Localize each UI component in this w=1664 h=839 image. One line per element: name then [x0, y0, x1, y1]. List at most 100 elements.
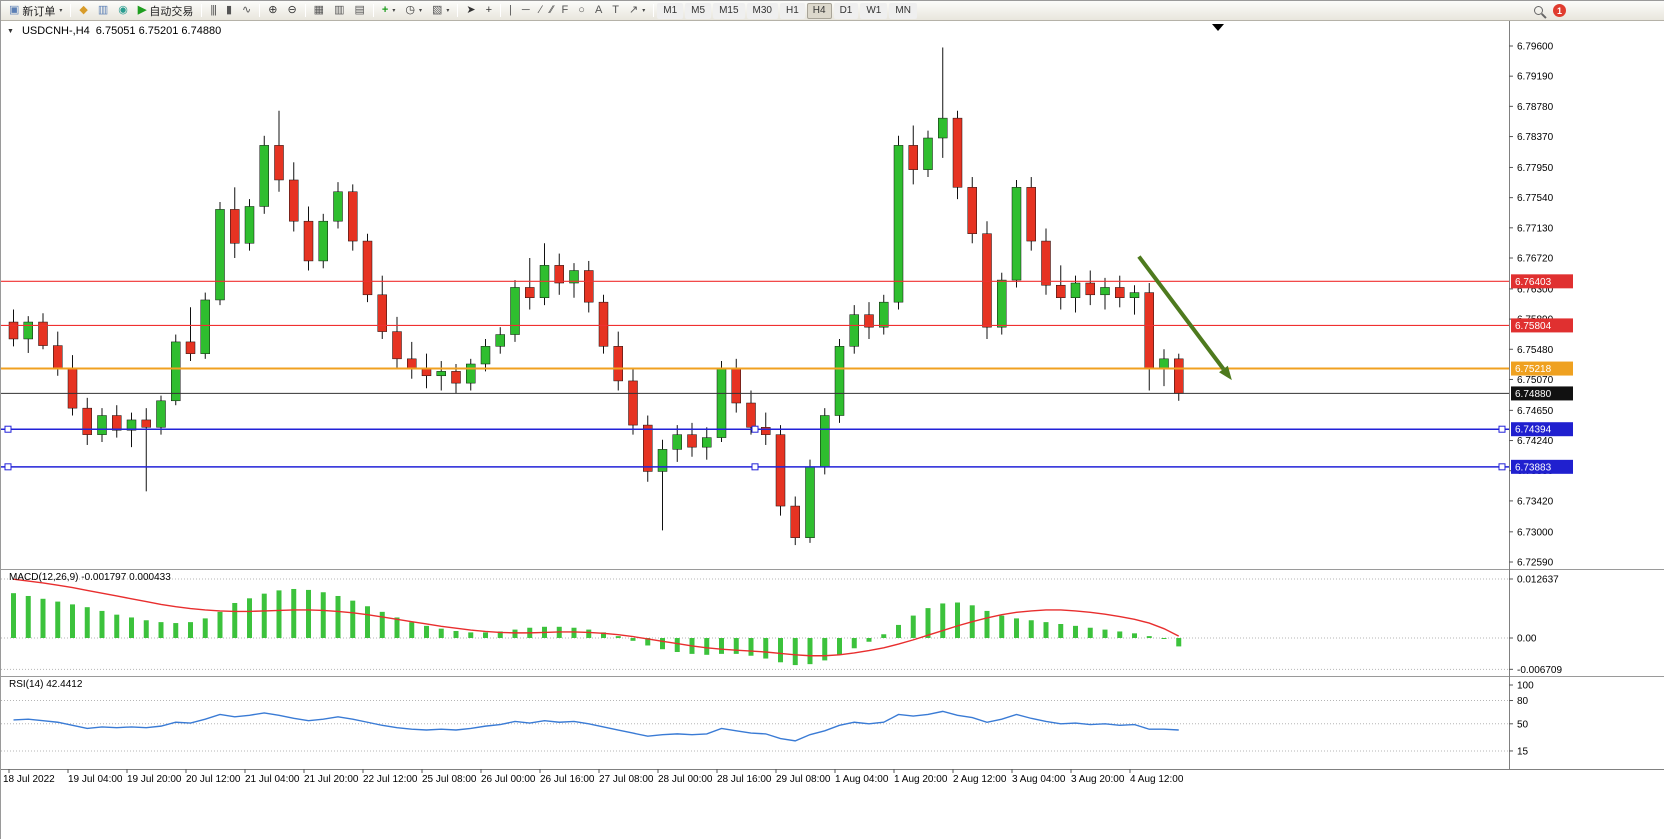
separator — [259, 4, 261, 17]
arrows-button[interactable]: ↗ ▾ — [624, 2, 650, 20]
zoom-out-button[interactable]: ⊖ — [282, 2, 301, 20]
tf-mn[interactable]: MN — [889, 2, 917, 19]
candle — [569, 270, 579, 284]
notification-badge[interactable]: 1 — [1553, 4, 1566, 17]
community-button[interactable]: ◉ — [113, 2, 133, 20]
tf-m5[interactable]: M5 — [685, 2, 712, 19]
macd-bar — [1102, 629, 1108, 638]
macd-bar — [379, 611, 385, 638]
time-axis-label: 4 Aug 12:00 — [1130, 774, 1184, 785]
price-chart[interactable]: 6.79600 6.79190 6.78780 6.78370 6.77950 6.775… — [1, 21, 1664, 839]
tile-windows-icon: ▥ — [334, 4, 345, 16]
cursor-button[interactable]: ➤ — [461, 2, 480, 20]
fibonacci-button[interactable]: F — [557, 2, 574, 20]
chevron-down-icon: ▾ — [446, 8, 450, 14]
line-chart-button[interactable]: ∿ — [237, 2, 256, 20]
periods-button[interactable]: ◷ ▾ — [400, 2, 427, 20]
macd-bar — [40, 598, 46, 638]
line-handle[interactable] — [4, 425, 12, 433]
candle — [1115, 287, 1125, 298]
price-badge — [1511, 459, 1573, 474]
zoom-in-button[interactable]: ⊕ — [263, 2, 282, 20]
tf-h4[interactable]: H4 — [806, 2, 832, 19]
chevron-down-icon: ▾ — [59, 8, 63, 14]
price-badge — [1511, 318, 1573, 333]
label-button[interactable]: T — [607, 2, 624, 20]
vertical-line-button[interactable]: | — [504, 2, 517, 20]
candle — [952, 117, 963, 188]
grid-button[interactable]: ▦ — [309, 2, 329, 20]
candle — [97, 415, 107, 435]
candle — [82, 407, 92, 435]
indicators-button[interactable]: + ▾ — [377, 2, 400, 20]
tf-m1[interactable]: M1 — [657, 2, 684, 19]
price-tick-label: 6.76300 — [1517, 284, 1554, 295]
down-arrow-annotation[interactable] — [1137, 255, 1226, 371]
time-axis-label: 1 Aug 20:00 — [894, 774, 948, 785]
price-badge-label: 6.73883 — [1515, 462, 1552, 473]
line-handle[interactable] — [1498, 463, 1506, 471]
price-badge — [1511, 361, 1573, 376]
time-axis-label: 28 Jul 16:00 — [717, 774, 772, 785]
time-axis-label: 18 Jul 2022 — [3, 774, 55, 785]
macd-bar — [173, 623, 179, 638]
macd-bar — [202, 618, 208, 638]
crosshair-button[interactable]: + — [481, 2, 497, 20]
tile-windows-button[interactable]: ▥ — [329, 2, 349, 20]
macd-bar — [1058, 623, 1064, 638]
tf-h1[interactable]: H1 — [779, 2, 805, 19]
macd-bar — [704, 638, 710, 655]
candle — [436, 371, 446, 377]
charts-window-button[interactable]: ▥ — [93, 2, 113, 20]
text-button[interactable]: A — [590, 2, 607, 20]
macd-bar — [660, 638, 665, 650]
metaeditor-button[interactable]: ◆ — [74, 2, 92, 20]
macd-bar — [1087, 627, 1093, 638]
tf-w1[interactable]: W1 — [860, 2, 888, 19]
timeframe-group: M1 M5 M15 M30 H1 H4 D1 W1 MN — [657, 2, 917, 19]
channel-button[interactable]: ∕∕ — [547, 2, 557, 20]
price-tick-label: 6.77540 — [1517, 193, 1554, 204]
line-handle[interactable] — [1498, 425, 1506, 433]
template-icon: ▧ — [431, 4, 443, 16]
macd-bar — [748, 638, 754, 656]
new-order-button[interactable]: ▣ 新订单 ▾ — [4, 2, 67, 20]
candle — [613, 346, 623, 382]
tf-d1[interactable]: D1 — [833, 2, 859, 19]
line-handle[interactable] — [751, 425, 759, 433]
candlestick-chart-button[interactable]: ▮ — [221, 2, 237, 20]
rsi-level-label: 15 — [1517, 746, 1529, 757]
crosshair-icon: + — [485, 4, 493, 16]
macd-signal-line — [13, 578, 1180, 657]
candle — [879, 301, 889, 328]
shapes-button[interactable]: ○ — [573, 2, 590, 20]
clock-icon: ◷ — [405, 4, 415, 16]
macd-bar — [778, 638, 783, 663]
zoom-in-icon: ⊕ — [268, 4, 278, 16]
autotrading-button[interactable]: ▶ 自动交易 — [133, 2, 198, 20]
auto-scroll-marker[interactable] — [1212, 24, 1224, 31]
candle — [495, 334, 505, 347]
bar-chart-button[interactable]: ||| — [205, 2, 221, 20]
time-axis-label: 19 Jul 20:00 — [127, 774, 182, 785]
trendline-button[interactable]: ∕ — [535, 2, 547, 20]
tf-m15[interactable]: M15 — [713, 2, 745, 19]
candle — [1159, 358, 1169, 369]
templates-button[interactable]: ▧ ▾ — [427, 2, 454, 20]
search-icon[interactable] — [1534, 6, 1543, 15]
horizontal-line-button[interactable]: ─ — [517, 2, 535, 20]
tf-m30[interactable]: M30 — [746, 2, 778, 19]
one-click-trading-toggle[interactable]: ▼ — [7, 27, 14, 35]
macd-bar — [586, 629, 592, 638]
candle — [466, 363, 476, 384]
line-handle[interactable] — [4, 463, 12, 471]
line-handle[interactable] — [751, 463, 759, 471]
chart-title: ▼ USDCNH-,H4 6.75051 6.75201 6.74880 — [7, 25, 221, 37]
rsi-level-label: 100 — [1517, 681, 1534, 692]
macd-bar — [11, 593, 16, 638]
candle — [761, 427, 771, 435]
cascade-windows-button[interactable]: ▤ — [349, 2, 369, 20]
macd-bar — [999, 615, 1005, 638]
candle — [923, 137, 933, 170]
add-indicator-icon: + — [381, 4, 389, 16]
